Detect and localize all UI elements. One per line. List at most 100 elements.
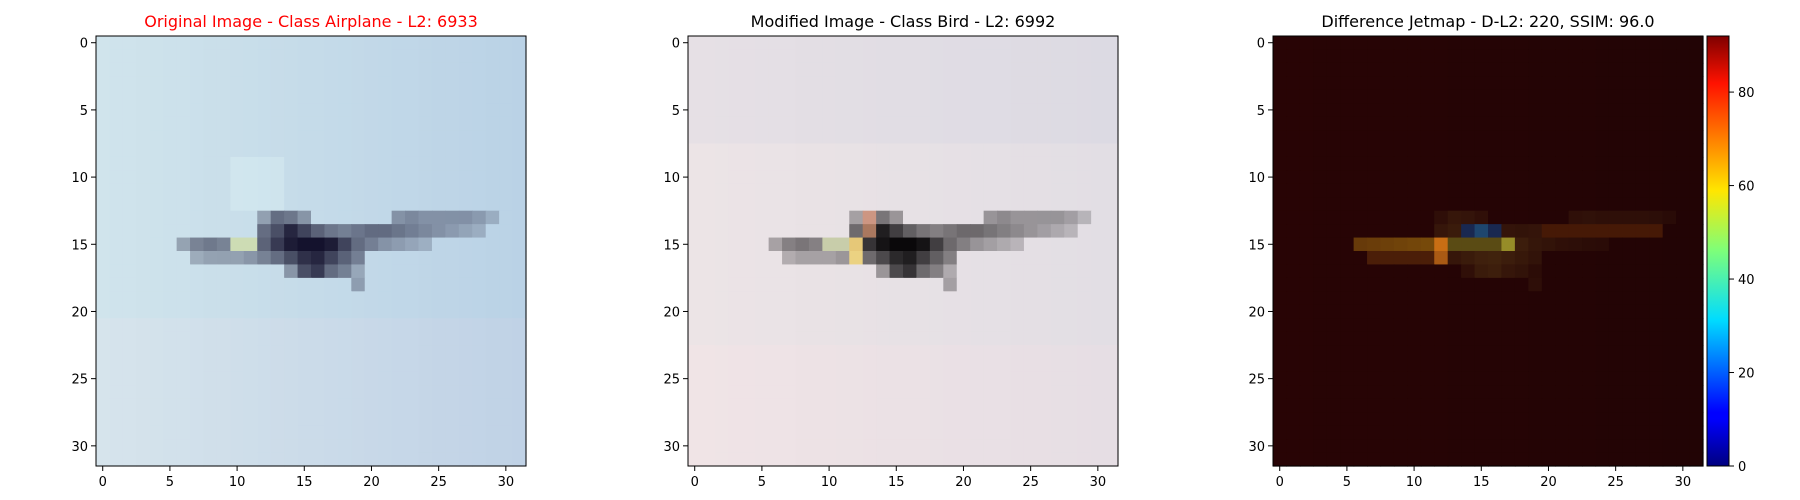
pixel-cell	[688, 170, 703, 185]
pixel-cell	[714, 385, 729, 400]
pixel-cell	[297, 49, 312, 64]
pixel-cell	[1313, 237, 1328, 252]
pixel-cell	[1595, 143, 1610, 158]
pixel-cell	[216, 331, 231, 346]
pixel-cell	[1608, 345, 1623, 360]
pixel-cell	[1501, 398, 1516, 413]
pixel-cell	[983, 398, 998, 413]
pixel-cell	[1010, 183, 1025, 198]
pixel-cell	[876, 304, 891, 319]
pixel-cell	[216, 452, 231, 467]
x-tick-label: 30	[1675, 475, 1692, 490]
pixel-cell	[243, 170, 258, 185]
pixel-cell	[1434, 103, 1449, 118]
pixel-cell	[970, 358, 985, 373]
pixel-cell	[782, 277, 797, 292]
pixel-cell	[997, 62, 1012, 77]
pixel-cell	[1635, 358, 1650, 373]
pixel-cell	[122, 116, 137, 131]
pixel-cell	[1104, 358, 1119, 373]
pixel-cell	[1434, 345, 1449, 360]
pixel-cell	[203, 291, 218, 306]
pixel-cell	[109, 398, 124, 413]
pixel-cell	[1514, 103, 1529, 118]
pixel-cell	[512, 183, 527, 198]
pixel-cell	[1622, 304, 1637, 319]
pixel-cell	[190, 237, 205, 252]
pixel-cell	[983, 183, 998, 198]
pixel-cell	[391, 304, 406, 319]
pixel-cell	[768, 439, 783, 454]
pixel-cell	[688, 264, 703, 279]
pixel-cell	[1367, 345, 1382, 360]
pixel-cell	[190, 358, 205, 373]
pixel-cell	[795, 76, 810, 91]
pixel-cell	[795, 36, 810, 51]
pixel-cell	[1582, 76, 1597, 91]
pixel-cell	[203, 358, 218, 373]
pixel-cell	[1064, 452, 1079, 467]
pixel-cell	[1023, 358, 1038, 373]
pixel-cell	[1528, 358, 1543, 373]
pixel-cell	[122, 318, 137, 333]
pixel-cell	[1037, 130, 1052, 145]
pixel-cell	[378, 304, 393, 319]
pixel-cell	[970, 264, 985, 279]
pixel-cell	[1541, 210, 1556, 225]
pixel-cell	[1555, 398, 1570, 413]
pixel-cell	[257, 224, 272, 239]
pixel-cell	[1050, 170, 1065, 185]
pixel-cell	[337, 62, 352, 77]
pixel-cell	[485, 291, 500, 306]
pixel-cell	[1461, 425, 1476, 440]
pixel-cell	[364, 36, 379, 51]
pixel-cell	[714, 331, 729, 346]
pixel-cell	[1104, 197, 1119, 212]
pixel-cell	[1340, 143, 1355, 158]
pixel-cell	[1273, 439, 1288, 454]
pixel-cell	[755, 36, 770, 51]
pixel-cell	[876, 224, 891, 239]
pixel-cell	[297, 331, 312, 346]
pixel-cell	[943, 210, 958, 225]
pixel-cell	[324, 36, 339, 51]
pixel-cell	[176, 412, 191, 427]
pixel-cell	[1299, 385, 1314, 400]
pixel-cell	[1010, 49, 1025, 64]
pixel-cell	[1608, 210, 1623, 225]
pixel-cell	[458, 412, 473, 427]
pixel-cell	[1501, 183, 1516, 198]
pixel-cell	[163, 89, 178, 104]
pixel-cell	[378, 237, 393, 252]
pixel-cell	[243, 156, 258, 171]
pixel-cell	[351, 304, 366, 319]
pixel-cell	[96, 224, 111, 239]
pixel-cell	[808, 49, 823, 64]
pixel-cell	[943, 49, 958, 64]
pixel-cell	[122, 371, 137, 386]
pixel-cell	[1367, 170, 1382, 185]
pixel-cell	[418, 89, 433, 104]
pixel-cell	[1541, 345, 1556, 360]
pixel-cell	[1353, 412, 1368, 427]
pixel-cell	[1286, 103, 1301, 118]
pixel-cell	[849, 385, 864, 400]
pixel-cell	[243, 49, 258, 64]
pixel-cell	[1104, 398, 1119, 413]
pixel-cell	[472, 197, 487, 212]
pixel-cell	[216, 224, 231, 239]
pixel-cell	[1010, 224, 1025, 239]
pixel-cell	[997, 197, 1012, 212]
pixel-cell	[149, 412, 164, 427]
pixel-cell	[1077, 143, 1092, 158]
pixel-cell	[1380, 224, 1395, 239]
pixel-cell	[1582, 345, 1597, 360]
pixel-cell	[1501, 116, 1516, 131]
pixel-cell	[1461, 398, 1476, 413]
pixel-cell	[284, 36, 299, 51]
pixel-cell	[1023, 251, 1038, 266]
pixel-cell	[458, 197, 473, 212]
pixel-cell	[1649, 371, 1664, 386]
pixel-cell	[1635, 143, 1650, 158]
